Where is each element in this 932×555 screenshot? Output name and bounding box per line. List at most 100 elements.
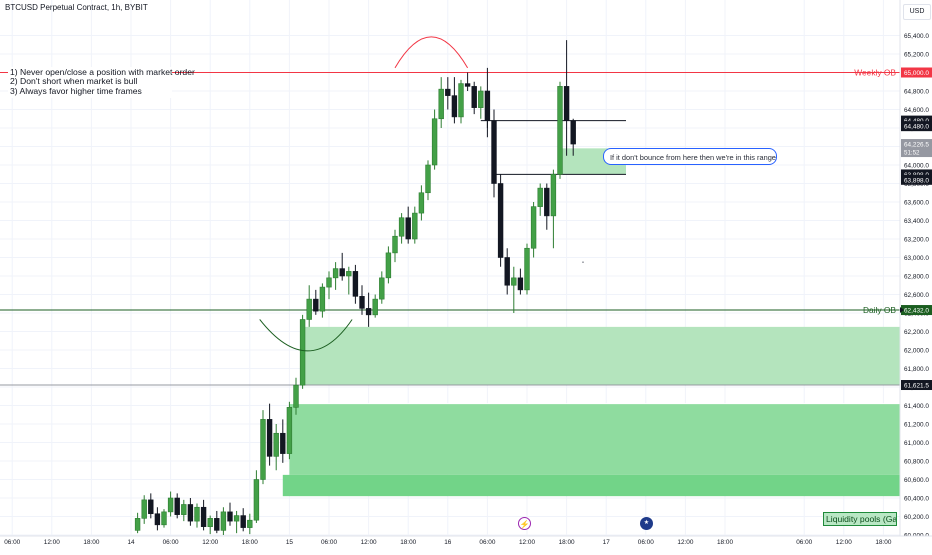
price-tick-label: 63,200.0 <box>904 237 929 244</box>
price-tag-label: 63,898.0 <box>904 177 929 184</box>
candle <box>557 81 563 179</box>
candle-body <box>563 86 570 121</box>
candle-body <box>379 277 385 300</box>
candle-body <box>352 271 359 297</box>
currency-button[interactable]: USD <box>903 4 931 20</box>
level-label: Weekly OB <box>854 68 896 78</box>
candle-body <box>161 511 167 526</box>
lightning-icon[interactable]: ⚡ <box>518 517 531 530</box>
candle <box>530 202 537 258</box>
candle <box>227 502 233 526</box>
range-callout[interactable]: If it don't bounce from here then we're … <box>603 148 777 165</box>
time-tick-label: 12:00 <box>44 539 60 546</box>
candle-body <box>260 419 266 480</box>
candle-body <box>266 419 273 457</box>
candle <box>550 169 557 249</box>
candle <box>464 72 471 91</box>
candle <box>570 118 576 156</box>
time-tick-label: 15 <box>286 539 294 546</box>
candle <box>273 424 279 471</box>
candle-body <box>247 519 253 528</box>
candle <box>544 183 550 230</box>
candle-body <box>286 407 293 454</box>
candle-body <box>537 187 543 207</box>
liquidity-pools-label: Liquidity pools (Gap/OB) <box>823 512 897 526</box>
price-tag-countdown: 51:52 <box>904 150 920 157</box>
order-block-zone <box>289 403 900 475</box>
price-tag-label: 64,480.0 <box>904 124 929 131</box>
price-tag-label: 61,621.5 <box>904 383 929 390</box>
candle-body <box>497 183 504 258</box>
price-tag <box>901 115 932 126</box>
time-tick-label: 18:00 <box>400 539 416 546</box>
time-tick-label: 06:00 <box>4 539 20 546</box>
candle <box>134 512 141 534</box>
price-tick-label: 65,400.0 <box>904 33 929 40</box>
candle <box>425 160 431 201</box>
candle-body <box>306 298 312 320</box>
candle-body <box>365 308 372 316</box>
candle-body <box>181 504 187 515</box>
price-axis[interactable]: 60,000.060,200.060,400.060,600.060,800.0… <box>899 0 932 550</box>
candle <box>306 285 312 327</box>
price-tick-label: 63,000.0 <box>904 255 929 262</box>
us-flag-icon[interactable]: ★ <box>640 517 653 530</box>
candle <box>207 515 213 535</box>
candle-body <box>200 506 207 527</box>
candle <box>141 495 147 524</box>
candle-body <box>207 518 213 527</box>
candle-body <box>233 515 240 522</box>
candle <box>319 283 326 318</box>
candle-body <box>332 268 339 279</box>
candle-body <box>253 479 260 521</box>
price-tick-label: 61,200.0 <box>904 422 929 429</box>
candle-body <box>438 88 444 120</box>
candle <box>563 40 570 156</box>
note-1: 1) Never open/close a position with mark… <box>10 67 195 77</box>
candle <box>537 183 543 216</box>
candle <box>445 77 451 110</box>
time-tick-label: 18:00 <box>875 539 891 546</box>
time-tick-label: 12:00 <box>361 539 377 546</box>
candle <box>220 507 227 535</box>
candle-body <box>141 499 147 519</box>
level-price-tag <box>901 67 932 78</box>
candle-body <box>511 277 517 286</box>
candle-body <box>557 86 563 175</box>
candle <box>194 503 200 528</box>
candle-body <box>220 511 227 531</box>
candle-body <box>273 432 279 457</box>
time-axis[interactable]: 06:00 12:00 18:00 14 06:00 12:00 18:00 15 06:00 1… <box>0 535 932 550</box>
candle <box>491 109 497 193</box>
price-tag <box>901 121 932 132</box>
price-tick-label: 60,200.0 <box>904 514 929 521</box>
candle <box>332 262 339 290</box>
candle-body <box>478 90 484 108</box>
candle-body <box>385 252 392 279</box>
candle-body <box>570 120 576 145</box>
candle-body <box>425 164 431 194</box>
candle <box>352 264 359 304</box>
time-tick-label: 06:00 <box>638 539 654 546</box>
candle <box>398 213 405 244</box>
candle <box>266 403 273 466</box>
candle <box>517 268 524 295</box>
candle-body <box>194 506 200 522</box>
candle-body <box>458 83 464 118</box>
candle <box>511 266 517 313</box>
price-tick-label: 60,800.0 <box>904 459 929 466</box>
candle <box>148 493 154 519</box>
price-tag <box>901 380 932 391</box>
candle <box>385 246 392 284</box>
symbol-title[interactable]: BTCUSD Perpetual Contract, 1h, BYBIT <box>5 3 148 12</box>
candle <box>458 79 464 124</box>
notes-panel: 1) Never open/close a position with mark… <box>8 67 195 98</box>
candle <box>504 248 510 295</box>
candle-body <box>550 173 557 217</box>
time-tick-label: 06:00 <box>163 539 179 546</box>
price-tick-label: 64,000.0 <box>904 163 929 170</box>
candle <box>471 81 477 115</box>
candle-body <box>313 298 319 312</box>
